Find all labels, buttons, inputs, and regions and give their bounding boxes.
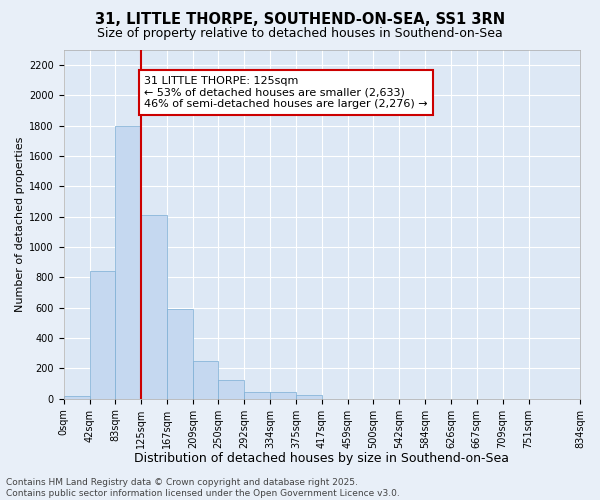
Text: Size of property relative to detached houses in Southend-on-Sea: Size of property relative to detached ho… <box>97 28 503 40</box>
Bar <box>89 272 115 398</box>
Text: 31, LITTLE THORPE, SOUTHEND-ON-SEA, SS1 3RN: 31, LITTLE THORPE, SOUTHEND-ON-SEA, SS1 … <box>95 12 505 28</box>
Bar <box>167 310 193 398</box>
Bar <box>64 396 89 398</box>
Bar <box>193 361 218 399</box>
Bar <box>115 126 141 398</box>
Bar <box>218 380 244 398</box>
Text: Contains HM Land Registry data © Crown copyright and database right 2025.
Contai: Contains HM Land Registry data © Crown c… <box>6 478 400 498</box>
Bar <box>141 216 167 398</box>
Bar <box>271 392 296 398</box>
Y-axis label: Number of detached properties: Number of detached properties <box>15 136 25 312</box>
Bar <box>296 395 322 398</box>
Bar <box>244 392 271 398</box>
Text: 31 LITTLE THORPE: 125sqm
← 53% of detached houses are smaller (2,633)
46% of sem: 31 LITTLE THORPE: 125sqm ← 53% of detach… <box>144 76 428 109</box>
X-axis label: Distribution of detached houses by size in Southend-on-Sea: Distribution of detached houses by size … <box>134 452 509 465</box>
